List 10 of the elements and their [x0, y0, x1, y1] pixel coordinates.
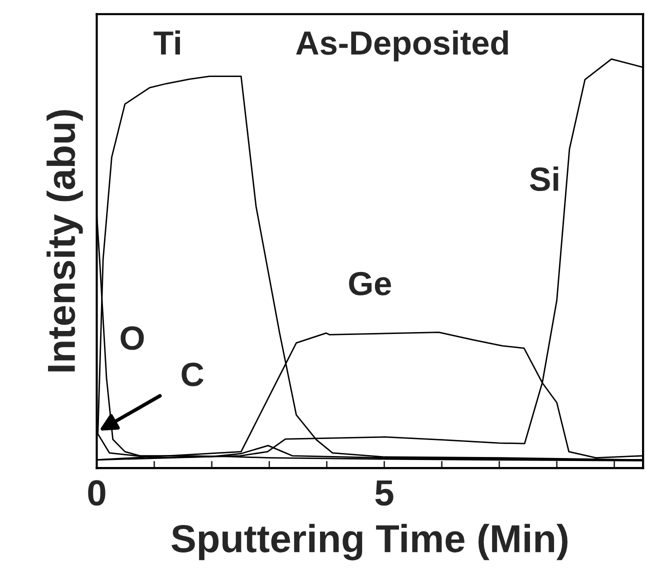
series-label: Ge [349, 272, 392, 296]
annotation: As-Deposited [296, 30, 508, 62]
text: C [182, 362, 204, 386]
x-tick-label: 0 [88, 480, 106, 506]
series-label: Ti [154, 30, 180, 55]
series-label: O [120, 326, 144, 350]
x-tick-label: 5 [375, 480, 394, 506]
x-axis-title: Sputtering Time (Min) [172, 524, 568, 560]
y-axis-title: Intensity (abu) [46, 110, 83, 372]
series-label: Si [530, 166, 558, 192]
